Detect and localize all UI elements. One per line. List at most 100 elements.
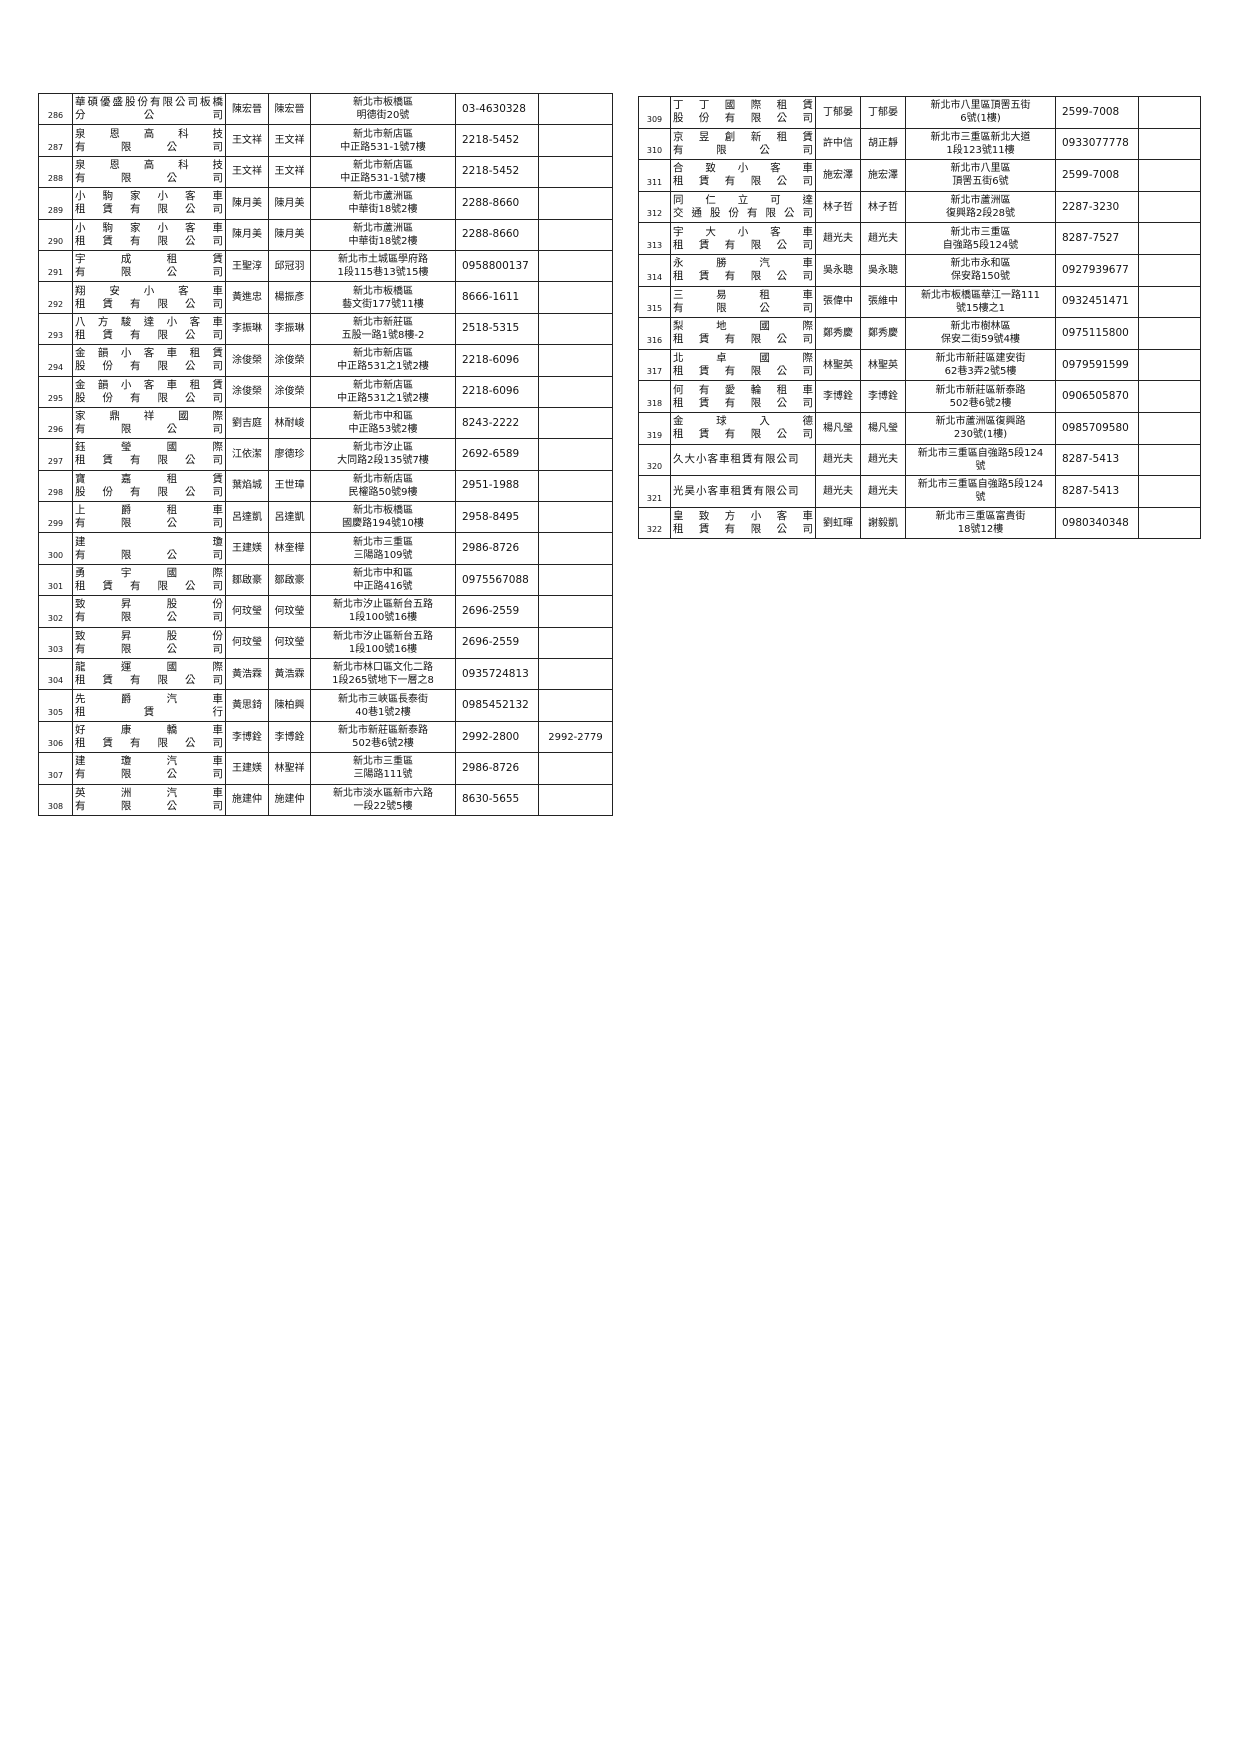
address: 新北市八里區 頂罟五街6號 (905, 159, 1056, 192)
table-row: 315 三易租車 有限公司 張偉中 張維中 新北市板橋區華江一路111 號15樓之1 0932… (638, 285, 1201, 319)
company-name: 建瓊 有限公司 (72, 532, 226, 565)
company-name-line: 有限公司 (75, 642, 223, 655)
row-number: 296 (38, 406, 73, 440)
manager-name: 趙光夫 (860, 475, 906, 508)
owner-name: 黃進忠 (225, 281, 269, 314)
manager-name: 李博銓 (860, 380, 906, 413)
company-name-line: 租賃有限公司 (75, 203, 223, 216)
row-number: 306 (38, 720, 73, 754)
company-name-line: 何有愛輪租車 (673, 383, 813, 396)
row-number: 312 (638, 190, 671, 224)
company-name-line: 租賃有限公司 (673, 523, 813, 536)
company-name: 建瓊汽車 有限公司 (72, 752, 226, 785)
empty-cell (538, 563, 613, 597)
address-line: 新北市八里區頂罟五街 (930, 100, 1031, 112)
empty-cell (538, 218, 613, 251)
address-line: 新北市中和區 (353, 568, 413, 580)
empty-cell (538, 406, 613, 440)
address-line: 中正路531之1號2樓 (337, 361, 429, 373)
owner-name: 李振琳 (225, 312, 269, 346)
phone: 2992-2800 (455, 720, 539, 754)
company-name: 宇成租賃 有限公司 (72, 249, 226, 283)
owner-name: 吳永聰 (815, 253, 861, 287)
table-row: 305 先爵汽車 租賃行 黃思錡 陳柏興 新北市三峽區長泰街 40巷1號2樓 09854521… (38, 689, 613, 722)
company-name: 泉恩高科技 有限公司 (72, 124, 226, 157)
empty-cell (538, 438, 613, 471)
manager-name: 胡正靜 (860, 127, 906, 161)
table-row: 293 八方駿達小客車 租賃有限公司 李振琳 李振琳 新北市新莊區 五股一路1號8樓-2 25… (38, 312, 613, 346)
company-name-line: 梨地國際 (673, 320, 813, 333)
owner-name: 王建媄 (225, 752, 269, 785)
company-name-line: 金球入德 (673, 415, 813, 428)
address-line: 新北市新店區 (353, 128, 413, 140)
address: 新北市板橋區華江一路111 號15樓之1 (905, 285, 1056, 319)
owner-name: 施建仲 (225, 783, 269, 816)
address-line: 新北市蘆洲區復興路 (935, 416, 1026, 428)
phone: 0980340348 (1055, 506, 1139, 540)
empty-cell (538, 469, 613, 503)
phone: 2218-6096 (455, 344, 539, 377)
manager-name: 李振琳 (268, 312, 311, 346)
row-number: 307 (38, 752, 73, 785)
address-line: 藝文街177號11樓 (342, 298, 424, 310)
address: 新北市汐止區 大同路2段135號7樓 (310, 438, 456, 471)
phone: 2599-7008 (1055, 159, 1139, 192)
address-line: 新北市汐止區新台五路 (333, 599, 433, 611)
address-line: 新北市新莊區 (353, 316, 413, 328)
address-line: 中正路531之1號2樓 (337, 392, 429, 404)
address-line: 號 (975, 460, 986, 472)
owner-name: 鄒啟豪 (225, 563, 269, 597)
phone: 2518-5315 (455, 312, 539, 346)
manager-name: 何玟瑩 (268, 595, 311, 628)
address-line: 新北市板橋區 (353, 97, 413, 109)
empty-cell (538, 344, 613, 377)
address: 新北市新莊區新泰路 502巷6號2樓 (905, 380, 1056, 413)
address-line: 502巷6號2樓 (949, 397, 1012, 409)
company-name-line: 致昇股份 (75, 598, 223, 611)
table-row: 289 小駒家小客車 租賃有限公司 陳月美 陳月美 新北市蘆洲區 中華街18號2樓 2288-… (38, 187, 613, 220)
manager-name: 謝毅凱 (860, 506, 906, 540)
phone: 2287-3230 (1055, 190, 1139, 224)
phone: 0935724813 (455, 658, 539, 691)
company-name-line: 皇致方小客車 (673, 510, 813, 523)
row-number: 313 (638, 222, 671, 255)
owner-name: 王聖淳 (225, 249, 269, 283)
company-name: 致昇股份 有限公司 (72, 595, 226, 628)
owner-name: 鄭秀慶 (815, 317, 861, 350)
owner-name: 王建媄 (225, 532, 269, 565)
owner-name: 何玟瑩 (225, 626, 269, 660)
row-number: 308 (38, 783, 73, 816)
company-name: 致昇股份 有限公司 (72, 626, 226, 660)
owner-name: 趙光夫 (815, 475, 861, 508)
address: 新北市新店區 民權路50號9樓 (310, 469, 456, 503)
table-row: 301 勇宇國際 租賃有限公司 鄒啟豪 鄒啟豪 新北市中和區 中正路416號 09755670… (38, 563, 613, 597)
table-row: 296 家鼎祥國際 有限公司 劉吉庭 林耐峻 新北市中和區 中正路53號2樓 8243-222… (38, 406, 613, 440)
manager-name: 李博銓 (268, 720, 311, 754)
address: 新北市八里區頂罟五街 6號(1樓) (905, 96, 1056, 129)
address-line: 1段123號11樓 (946, 144, 1015, 156)
company-name: 金韻小客車租賃 股份有限公司 (72, 344, 226, 377)
manager-name: 王文祥 (268, 124, 311, 157)
row-number: 290 (38, 218, 73, 251)
empty-cell (1138, 411, 1201, 445)
address: 新北市新店區 中正路531-1號7樓 (310, 124, 456, 157)
address: 新北市蘆洲區 復興路2段28號 (905, 190, 1056, 224)
address-line: 230號(1樓) (953, 429, 1008, 441)
company-name-line: 小駒家小客車 (75, 221, 223, 234)
table-row: 304 龍運國際 租賃有限公司 黃浩霖 黃浩霖 新北市林口區文化二路 1段265號地下一層之… (38, 658, 613, 691)
address: 新北市新店區 中正路531之1號2樓 (310, 375, 456, 408)
address-line: 中正路53號2樓 (348, 424, 418, 436)
company-name: 同仁立可達 交通股份有限公司 (670, 190, 816, 224)
owner-name: 張偉中 (815, 285, 861, 319)
address-line: 新北市新莊區新泰路 (935, 384, 1026, 396)
company-name: 久大小客車租賃有限公司 (670, 443, 816, 477)
address-line: 新北市新莊區新泰路 (338, 725, 428, 736)
empty-cell (538, 752, 613, 785)
table-body: 286 華碩優盛股份有限公司板橋 分公司 陳宏晉 陳宏晉 新北市板橋區 明德街20號 03-4… (38, 92, 613, 816)
address: 新北市汐止區新台五路 1段100號16樓 (310, 626, 456, 660)
row-number: 316 (638, 317, 671, 350)
empty-cell (538, 532, 613, 565)
table-row: 319 金球入德 租賃有限公司 楊凡瑩 楊凡瑩 新北市蘆洲區復興路 230號(1樓) 0985… (638, 411, 1201, 445)
